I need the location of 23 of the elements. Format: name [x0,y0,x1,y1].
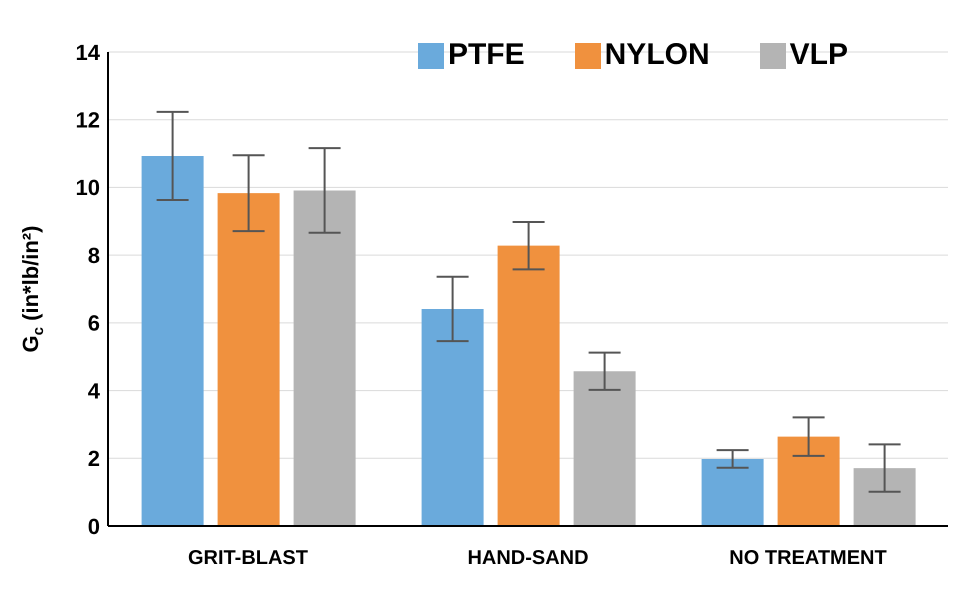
y-tick-label: 2 [88,446,100,472]
y-tick-label: 14 [76,40,101,65]
legend-label: NYLON [604,38,710,71]
bar [574,371,636,526]
y-tick-label: 12 [76,108,100,133]
x-tick-label: GRIT-BLAST [188,547,308,570]
bar [702,458,764,526]
bar [778,436,840,526]
legend-label: PTFE [448,38,525,71]
x-tick-label: NO TREATMENT [729,547,887,570]
bar [294,190,356,526]
x-tick-label: HAND-SAND [467,547,589,570]
y-tick-label: 6 [88,310,100,336]
y-tick-label: 10 [76,175,100,200]
legend-label: VLP [790,38,848,71]
bar [498,246,560,526]
y-tick-label: 8 [88,242,100,268]
y-tick-label: 4 [88,378,101,404]
bar [142,156,204,526]
bar [218,193,280,526]
bar [422,308,484,526]
bar [854,468,916,526]
y-tick-label: 0 [88,514,100,539]
